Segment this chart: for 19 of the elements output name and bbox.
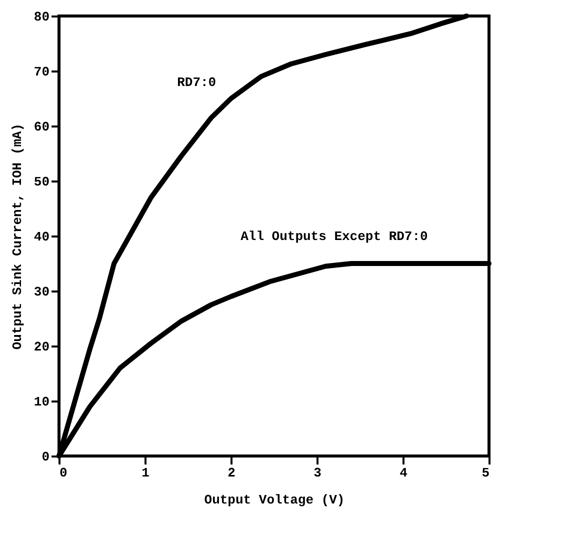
x-tick-label: 3 — [314, 466, 322, 480]
series-label: RD7:0 — [177, 75, 216, 90]
series-label: All Outputs Except RD7:0 — [240, 229, 428, 244]
y-tick-label: 20 — [34, 340, 50, 354]
x-tick-label: 5 — [482, 466, 490, 480]
y-tick-label: 60 — [34, 120, 50, 134]
x-tick-label: 2 — [228, 466, 236, 480]
y-tick-label: 70 — [34, 64, 50, 80]
y-tick-label: 50 — [34, 174, 50, 190]
y-tick-label: 80 — [34, 10, 50, 24]
x-tick-label: 0 — [60, 466, 68, 480]
y-tick-label: 30 — [34, 284, 50, 300]
y-axis-title: Output Sink Current, IOH (mA) — [10, 123, 25, 350]
x-tick-label: 1 — [142, 466, 150, 480]
y-tick-label: 40 — [34, 230, 50, 244]
x-axis-title: Output Voltage (V) — [204, 492, 345, 508]
x-tick-label: 4 — [400, 466, 408, 480]
y-tick-label: 0 — [42, 450, 50, 464]
y-tick-label: 10 — [34, 394, 50, 410]
